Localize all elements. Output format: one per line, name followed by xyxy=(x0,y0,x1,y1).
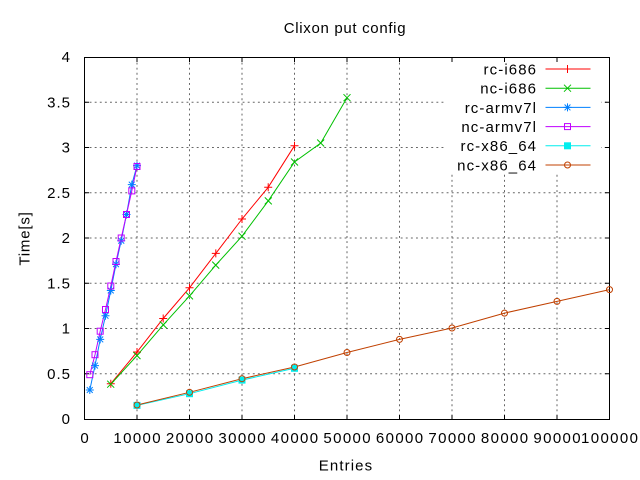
svg-text:40000: 40000 xyxy=(271,430,320,447)
svg-text:2: 2 xyxy=(62,230,71,247)
svg-text:0: 0 xyxy=(80,430,90,447)
svg-text:0.5: 0.5 xyxy=(47,366,71,383)
svg-text:20000: 20000 xyxy=(166,430,215,447)
svg-text:50000: 50000 xyxy=(323,430,372,447)
svg-text:nc-armv7l: nc-armv7l xyxy=(461,119,537,136)
svg-text:1.5: 1.5 xyxy=(47,275,71,292)
svg-text:nc-x86_64: nc-x86_64 xyxy=(457,157,537,174)
svg-text:rc-x86_64: rc-x86_64 xyxy=(460,138,537,155)
svg-text:70000: 70000 xyxy=(428,430,477,447)
svg-text:10000: 10000 xyxy=(113,430,162,447)
svg-text:Entries: Entries xyxy=(319,458,373,475)
svg-text:4: 4 xyxy=(62,49,71,66)
svg-text:80000: 80000 xyxy=(481,430,530,447)
svg-text:1: 1 xyxy=(62,321,71,338)
svg-text:Clixon put config: Clixon put config xyxy=(284,20,406,37)
svg-text:3.5: 3.5 xyxy=(47,94,71,111)
svg-text:nc-i686: nc-i686 xyxy=(480,81,537,98)
svg-text:100000: 100000 xyxy=(581,430,639,447)
svg-text:0: 0 xyxy=(62,411,71,428)
svg-text:90000: 90000 xyxy=(533,430,582,447)
svg-text:2.5: 2.5 xyxy=(47,185,71,202)
svg-text:rc-i686: rc-i686 xyxy=(484,61,538,78)
svg-text:30000: 30000 xyxy=(218,430,267,447)
svg-text:60000: 60000 xyxy=(376,430,425,447)
svg-text:3: 3 xyxy=(62,140,71,157)
svg-text:rc-armv7l: rc-armv7l xyxy=(465,100,537,117)
svg-text:Time[s]: Time[s] xyxy=(17,211,34,265)
